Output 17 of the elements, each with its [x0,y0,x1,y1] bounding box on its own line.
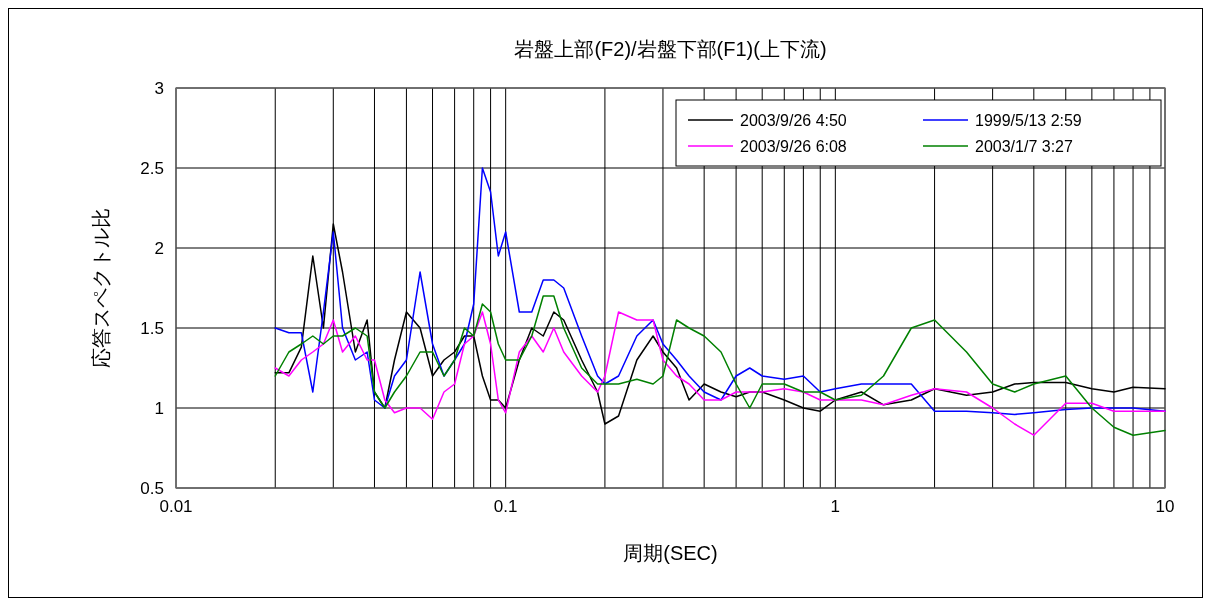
x-tick-label: 0.1 [493,497,518,516]
x-axis-title: 周期(SEC) [623,542,718,564]
y-tick-label: 2.5 [140,159,164,178]
chart-title: 岩盤上部(F2)/岩盤下部(F1)(上下流) [514,38,827,60]
y-tick-label: 3 [154,79,164,98]
legend-label: 1999/5/13 2:59 [975,112,1082,129]
x-tick-label: 1 [830,497,841,516]
y-tick-label: 1 [154,399,164,418]
y-tick-label: 2 [154,239,164,258]
x-tick-label: 0.01 [159,497,193,516]
y-axis-title: 応答スペクトル比 [90,208,112,368]
y-tick-label: 1.5 [140,319,164,338]
y-tick-label: 0.5 [140,479,164,498]
legend-label: 2003/1/7 3:27 [975,138,1073,155]
x-tick-label: 10 [1155,497,1175,516]
legend-label: 2003/9/26 6:08 [740,138,847,155]
legend-label: 2003/9/26 4:50 [740,112,847,129]
